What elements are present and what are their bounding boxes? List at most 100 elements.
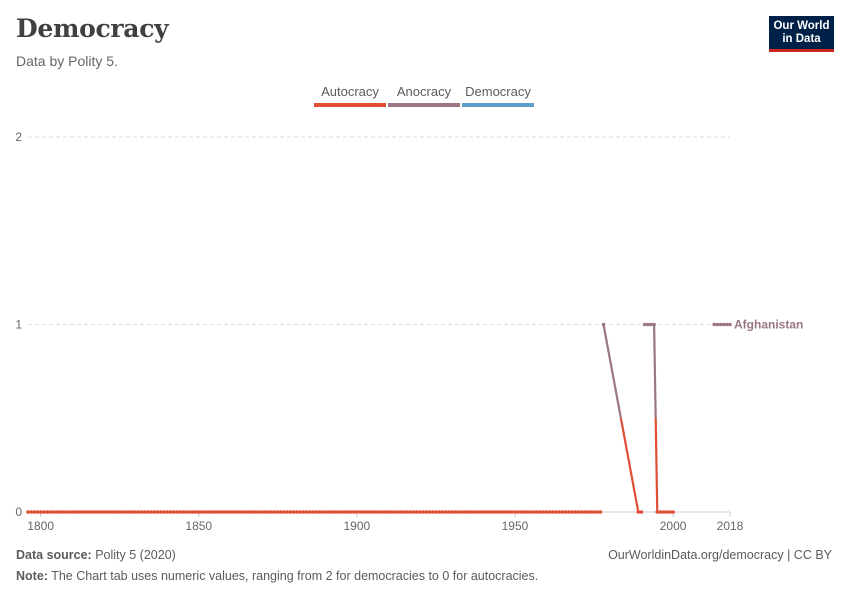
data-point-1989: [636, 510, 641, 514]
data-point-1993: [649, 322, 653, 327]
data-point-1799: [35, 510, 40, 514]
data-point-1890: [323, 510, 328, 514]
data-point-1913: [396, 510, 400, 514]
data-point-1957: [535, 510, 539, 514]
data-point-1873: [269, 510, 274, 514]
legend-item-autocracy[interactable]: Autocracy: [314, 84, 386, 107]
legend-swatch-democracy: [462, 103, 534, 107]
data-source-link[interactable]: Polity 5 (2020): [95, 548, 176, 562]
data-point-1964: [557, 510, 562, 514]
data-point-1969: [573, 510, 577, 514]
data-point-1936: [468, 510, 473, 514]
data-point-1798: [32, 510, 37, 514]
data-point-1940: [481, 510, 486, 514]
data-point-1912: [393, 510, 397, 514]
data-point-1850: [196, 510, 201, 514]
data-point-1958: [538, 510, 543, 514]
legend-label-democracy: Democracy: [465, 84, 531, 99]
data-point-1797: [29, 510, 33, 514]
data-point-1965: [560, 510, 565, 514]
data-point-1917: [408, 510, 413, 514]
logo-line-2: in Data: [782, 33, 821, 45]
data-point-1973: [585, 510, 590, 514]
data-point-1974: [589, 510, 593, 514]
data-point-2013: [712, 322, 716, 327]
y-tick-label-1: 1: [15, 318, 22, 332]
data-point-1895: [339, 510, 343, 514]
series-line-segment-2: [644, 323, 659, 513]
data-point-1852: [203, 510, 207, 514]
data-point-1900: [355, 510, 359, 514]
data-point-1881: [294, 510, 299, 514]
chart-title: Democracy: [16, 14, 169, 43]
data-point-1876: [279, 510, 283, 514]
data-point-1874: [272, 510, 277, 514]
data-point-1907: [377, 510, 381, 514]
data-point-1996: [658, 510, 663, 514]
data-point-1825: [117, 510, 122, 514]
data-point-1867: [250, 510, 255, 514]
data-point-1928: [443, 510, 448, 514]
legend-swatch-autocracy: [314, 103, 386, 107]
x-tick-label-2018: 2018: [717, 519, 744, 533]
data-point-1882: [298, 510, 302, 514]
data-point-1949: [510, 510, 514, 514]
data-point-1910: [386, 510, 391, 514]
legend-item-anocracy[interactable]: Anocracy: [388, 84, 460, 107]
legend-swatch-anocracy: [388, 103, 460, 107]
data-point-1837: [155, 510, 160, 514]
data-point-1966: [563, 510, 568, 514]
data-point-1834: [146, 510, 150, 514]
data-point-1884: [304, 510, 309, 514]
data-point-2018: [728, 322, 732, 327]
data-point-2000: [671, 510, 675, 514]
data-point-1896: [342, 510, 347, 514]
data-point-1991: [642, 322, 647, 327]
data-point-2016: [721, 322, 726, 327]
data-point-1927: [440, 510, 445, 514]
data-point-1978: [601, 322, 606, 327]
y-tick-label-2: 2: [15, 130, 22, 144]
data-point-1857: [219, 510, 223, 514]
data-point-1922: [424, 510, 429, 514]
data-point-1897: [345, 510, 350, 514]
data-point-1836: [152, 510, 157, 514]
data-point-1843: [174, 510, 179, 514]
data-point-1809: [67, 510, 71, 514]
data-point-1845: [181, 510, 185, 514]
source-url[interactable]: OurWorldinData.org/democracy | CC BY: [608, 548, 832, 562]
data-point-1938: [475, 510, 479, 514]
data-point-1844: [177, 510, 182, 514]
data-point-1872: [266, 510, 271, 514]
owid-logo[interactable]: Our World in Data: [769, 16, 834, 52]
series-line-segment-1: [602, 324, 642, 514]
data-point-1914: [399, 510, 403, 514]
data-point-1812: [76, 510, 81, 514]
data-point-1955: [528, 510, 533, 514]
x-tick-label-1900: 1900: [344, 519, 371, 533]
data-point-1961: [547, 510, 552, 514]
data-point-1894: [336, 510, 340, 514]
data-point-1959: [541, 510, 546, 514]
data-point-1808: [64, 510, 68, 514]
data-point-1906: [374, 510, 378, 514]
data-point-1848: [190, 510, 195, 514]
data-point-1853: [206, 510, 211, 514]
data-point-1960: [544, 510, 549, 514]
data-point-1868: [253, 510, 258, 514]
data-point-1815: [86, 510, 90, 514]
legend-item-democracy[interactable]: Democracy: [462, 84, 534, 107]
data-point-1830: [133, 510, 138, 514]
data-point-1820: [102, 510, 106, 514]
data-point-1946: [500, 510, 505, 514]
data-point-1954: [525, 510, 530, 514]
data-point-1977: [598, 510, 603, 514]
data-point-1962: [551, 510, 555, 514]
legend-label-anocracy: Anocracy: [396, 84, 452, 99]
data-point-1885: [307, 510, 312, 514]
data-point-1942: [487, 510, 492, 514]
data-point-1997: [661, 510, 666, 514]
data-point-1818: [95, 510, 100, 514]
data-point-1846: [184, 510, 188, 514]
